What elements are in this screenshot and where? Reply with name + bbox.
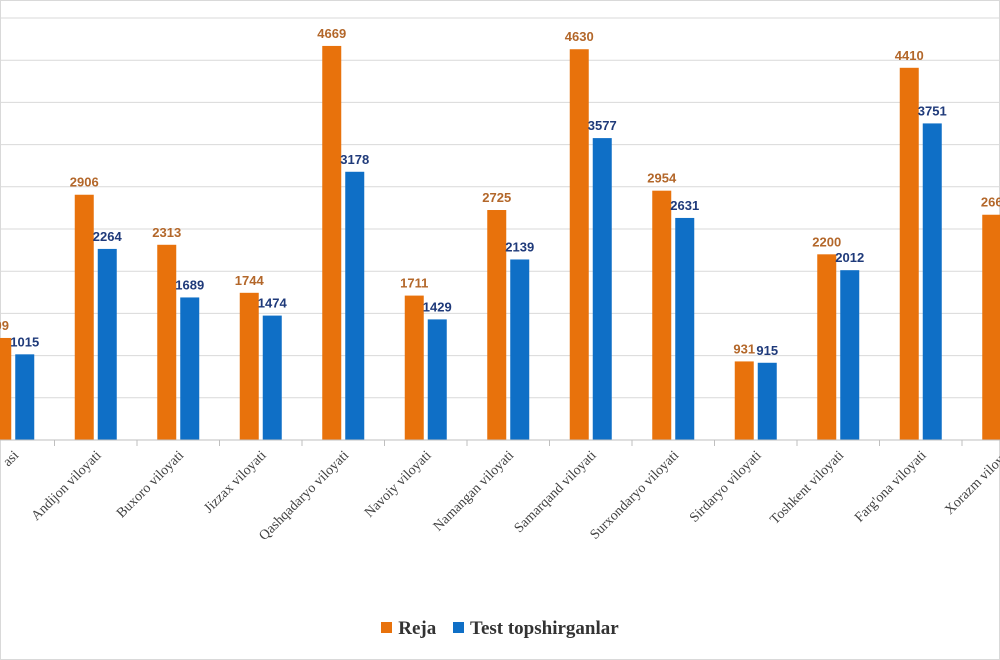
bar-reja	[157, 244, 177, 440]
data-label-test: 1474	[258, 296, 288, 311]
x-axis: asi Andijon viloyati Buxoro viloyati Jizzax…	[0, 439, 1000, 544]
bar-test-topshirganlar	[15, 354, 35, 440]
x-tick-label: Qashqadaryo viloyati	[257, 448, 353, 544]
data-label-reja: 266	[981, 195, 1000, 210]
legend-swatch-reja	[381, 622, 393, 633]
data-label-test: 2139	[505, 239, 534, 254]
x-tick-label: Surxondaryo viloyati	[588, 448, 683, 543]
bar-reja	[74, 194, 94, 440]
x-tick-label: Namangan viloyati	[431, 448, 517, 534]
x-tick-label: asi	[0, 448, 22, 470]
bar-test-topshirganlar	[345, 171, 365, 440]
bar-reja	[652, 190, 672, 440]
legend: Reja Test topshirganlar	[0, 618, 1000, 640]
x-tick-label: Toshkent viloyati	[768, 448, 848, 528]
bar-reja	[899, 67, 919, 441]
x-tick-label: Sirdaryo viloyati	[687, 448, 764, 525]
data-label-reja: 2906	[70, 175, 99, 190]
bar-reja	[322, 45, 342, 440]
data-label-reja: 2313	[152, 225, 181, 240]
x-tick-label: Samarqand viloyati	[512, 448, 600, 536]
legend-swatch-test	[453, 622, 465, 633]
bar-test-topshirganlar	[922, 123, 942, 441]
bar-reja	[734, 361, 754, 440]
data-label-test: 2012	[835, 250, 864, 265]
data-label-test: 1429	[423, 299, 452, 314]
x-tick-label: Buxoro viloyati	[114, 448, 187, 521]
legend-label-test: Test topshirganlar	[470, 618, 619, 639]
data-label-reja: 4410	[895, 48, 924, 63]
legend-label-reja: Reja	[398, 618, 437, 639]
data-label-test: 1015	[10, 334, 39, 349]
data-label-test: 3178	[340, 152, 369, 167]
data-label-reja: 2954	[647, 171, 677, 186]
legend-item-test: Test topshirganlar	[453, 618, 619, 640]
bar-test-topshirganlar	[510, 259, 530, 440]
x-tick-label: Navoiy viloyati	[362, 448, 435, 521]
bar-reja	[404, 295, 424, 440]
bar-reja	[487, 210, 507, 440]
bar-reja	[817, 254, 837, 440]
bars	[0, 45, 1000, 441]
data-label-reja: 4669	[317, 26, 346, 41]
bar-test-topshirganlar	[262, 315, 282, 440]
bar-test-topshirganlar	[757, 362, 777, 440]
bar-test-topshirganlar	[427, 319, 447, 440]
x-tick-label: Xorazm viloya	[942, 448, 1000, 518]
data-label-reja: 931	[733, 341, 755, 356]
x-tick-label: Jizzax viloyati	[202, 448, 270, 516]
data-label-reja: 1711	[400, 276, 428, 291]
x-tick-label: Andijon viloyati	[29, 448, 105, 524]
bar-reja	[569, 49, 589, 441]
bar-reja	[239, 292, 259, 440]
data-labels: 091015 2906 2264 2313 1689 1744 1474 4669 3178 17…	[0, 26, 1000, 358]
bar-test-topshirganlar	[592, 138, 612, 440]
data-label-test: 915	[756, 343, 778, 358]
data-label-test: 3751	[918, 103, 947, 118]
data-label-test: 3577	[588, 118, 617, 133]
data-label-reja: 4630	[565, 29, 594, 44]
data-label-test: 2264	[93, 229, 123, 244]
bar-reja	[0, 337, 12, 440]
bar-test-topshirganlar	[180, 297, 200, 440]
bar-reja	[982, 214, 1000, 440]
data-label-test: 2631	[670, 198, 699, 213]
data-label-reja: 2725	[482, 190, 511, 205]
x-tick-label: Farg'ona viloyati	[852, 448, 929, 525]
data-label-reja: 2200	[812, 234, 841, 249]
data-label-test: 1689	[175, 277, 204, 292]
data-label-reja: 09	[0, 318, 9, 333]
bar-test-topshirganlar	[840, 270, 860, 440]
bar-test-topshirganlar	[675, 217, 695, 440]
data-label-reja: 1744	[235, 273, 265, 288]
legend-item-reja: Reja	[381, 618, 436, 640]
bar-test-topshirganlar	[97, 248, 117, 440]
